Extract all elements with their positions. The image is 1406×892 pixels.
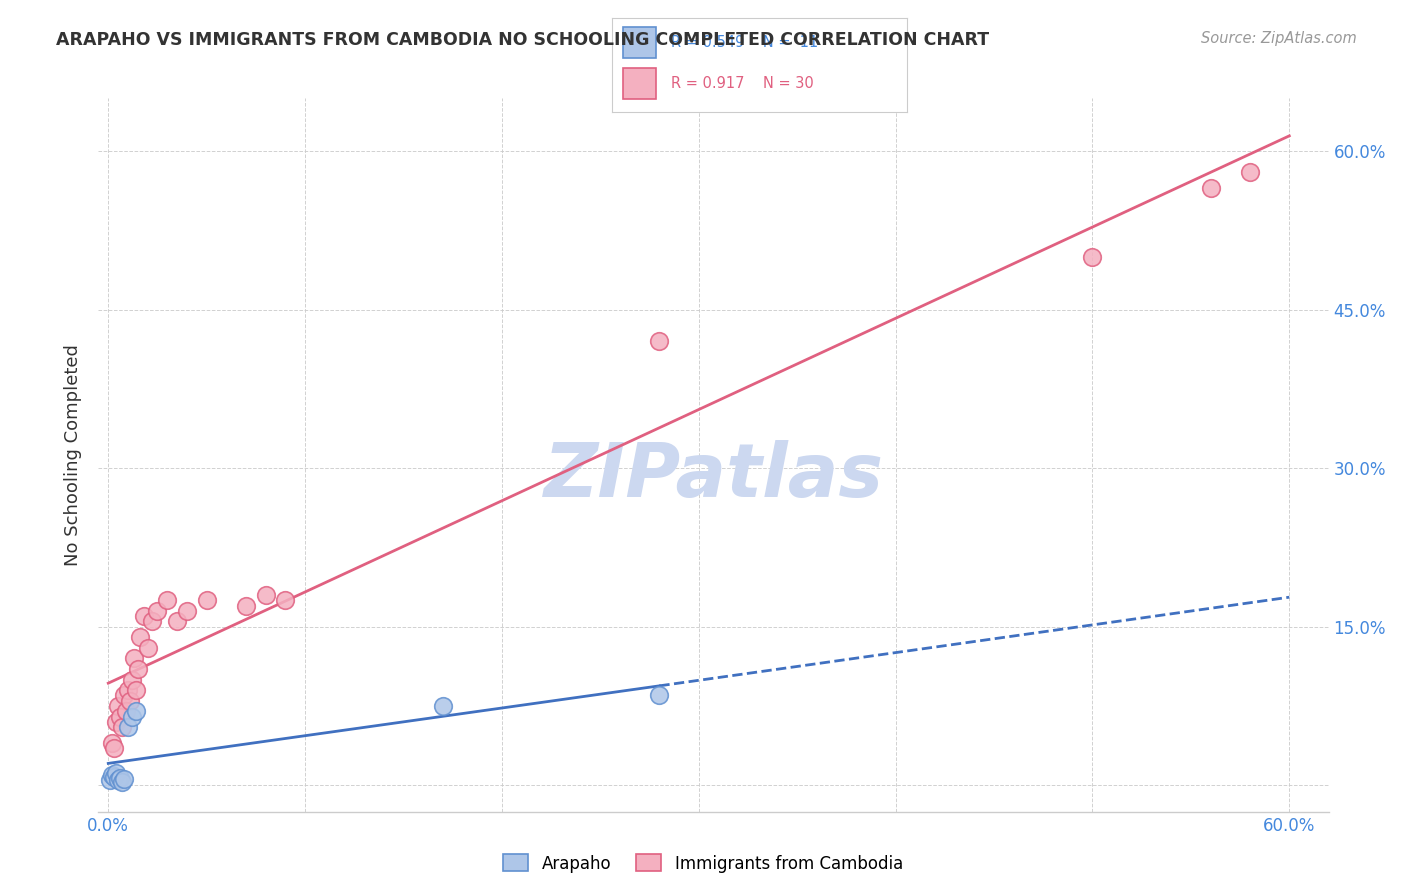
- Point: [235, 599, 257, 613]
- Point: [146, 604, 169, 618]
- Point: [108, 771, 131, 785]
- Point: [195, 593, 218, 607]
- Point: [121, 709, 143, 723]
- Point: [103, 741, 125, 756]
- Point: [254, 588, 277, 602]
- Point: [122, 651, 145, 665]
- Point: [107, 772, 129, 787]
- Point: [648, 689, 671, 703]
- Point: [1081, 250, 1104, 264]
- Point: [101, 768, 124, 782]
- Point: [132, 609, 155, 624]
- FancyBboxPatch shape: [623, 69, 655, 99]
- Point: [111, 720, 134, 734]
- Point: [121, 673, 143, 687]
- Point: [125, 683, 148, 698]
- Point: [166, 615, 188, 629]
- Text: ARAPAHO VS IMMIGRANTS FROM CAMBODIA NO SCHOOLING COMPLETED CORRELATION CHART: ARAPAHO VS IMMIGRANTS FROM CAMBODIA NO S…: [56, 31, 990, 49]
- Point: [127, 662, 149, 676]
- Text: R = 0.917    N = 30: R = 0.917 N = 30: [671, 77, 814, 91]
- Point: [176, 604, 198, 618]
- Point: [136, 640, 159, 655]
- Point: [117, 683, 139, 698]
- Point: [107, 698, 129, 713]
- Point: [112, 772, 135, 786]
- Y-axis label: No Schooling Completed: No Schooling Completed: [65, 344, 83, 566]
- Text: ZIPatlas: ZIPatlas: [544, 440, 883, 513]
- Point: [1199, 181, 1222, 195]
- Point: [105, 765, 128, 780]
- Point: [274, 593, 297, 607]
- Point: [648, 334, 671, 349]
- Point: [115, 704, 138, 718]
- Point: [111, 775, 134, 789]
- Point: [105, 714, 128, 729]
- FancyBboxPatch shape: [623, 28, 655, 58]
- Point: [432, 698, 454, 713]
- Text: R = 0.549    N =  11: R = 0.549 N = 11: [671, 35, 818, 50]
- Point: [1239, 165, 1261, 179]
- Point: [117, 720, 139, 734]
- Text: Source: ZipAtlas.com: Source: ZipAtlas.com: [1201, 31, 1357, 46]
- Point: [103, 770, 125, 784]
- Point: [156, 593, 179, 607]
- Point: [101, 736, 124, 750]
- Legend: Arapaho, Immigrants from Cambodia: Arapaho, Immigrants from Cambodia: [496, 847, 910, 880]
- Point: [98, 772, 121, 787]
- Point: [141, 615, 163, 629]
- Point: [128, 630, 150, 644]
- Point: [125, 704, 148, 718]
- Point: [112, 689, 135, 703]
- Point: [118, 694, 141, 708]
- Point: [108, 709, 131, 723]
